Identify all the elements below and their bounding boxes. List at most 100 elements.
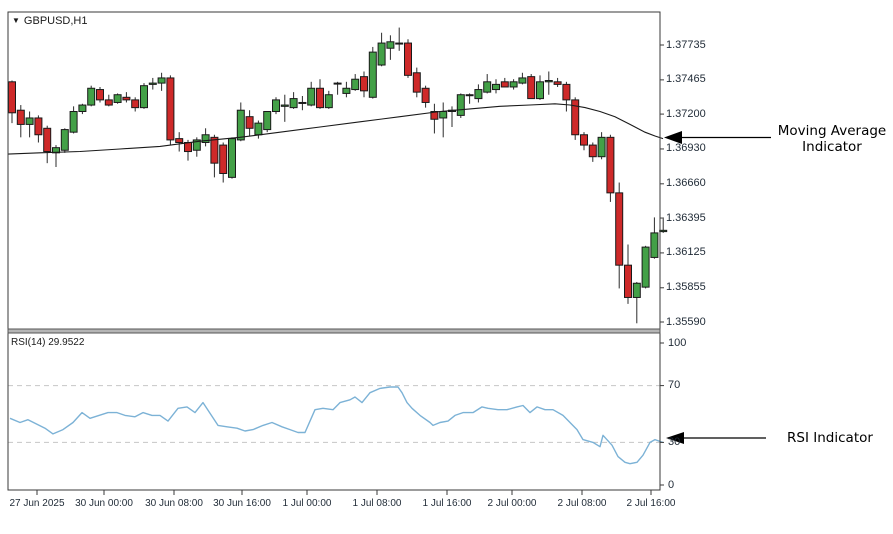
bear-candle-body: [210, 136, 219, 164]
bear-candle-body: [43, 127, 52, 153]
bull-candle-body: [597, 136, 606, 158]
time-axis-label: 30 Jun 00:00: [75, 498, 133, 509]
rsi-line: [9, 386, 664, 465]
bear-candle-body: [122, 96, 131, 101]
bull-candle-body: [236, 109, 245, 141]
bear-candle-body: [360, 76, 368, 92]
bull-candle-body: [78, 104, 87, 113]
ma-annotation-arrowhead-icon: [664, 131, 682, 144]
ma-annotation: Moving Average Indicator: [767, 123, 893, 155]
bull-candle-body: [25, 117, 34, 125]
bull-candle-body: [192, 139, 201, 151]
rsi-annotation: RSI Indicator: [765, 430, 893, 446]
bull-candle-body: [536, 81, 544, 100]
time-axis-label: 2 Jul 00:00: [487, 498, 537, 509]
ma-annotation-line1: Moving Average: [777, 123, 887, 139]
panel-separator[interactable]: [7, 328, 661, 334]
price-axis-label: 1.36930: [666, 142, 706, 155]
bull-candle-body: [518, 77, 527, 84]
symbol-timeframe-label: GBPUSD,H1: [23, 15, 88, 27]
bull-candle-body: [351, 78, 360, 91]
bull-candle-body: [298, 101, 307, 104]
bear-candle-body: [527, 76, 536, 100]
price-axis-label: 1.36125: [666, 246, 706, 259]
rsi-axis-scale[interactable]: 100 70 30 0: [668, 334, 708, 491]
bull-candle-body: [386, 41, 395, 49]
bear-candle-body: [588, 144, 597, 158]
bear-candle-body: [104, 99, 113, 106]
rsi-axis-label: 70: [668, 379, 681, 392]
rsi-axis-label: 0: [668, 478, 675, 491]
rsi-annotation-arrowhead-icon: [666, 432, 684, 444]
rsi-axis-label: 30: [668, 435, 681, 448]
bull-candle-body: [307, 87, 316, 106]
bear-candle-body: [421, 87, 430, 103]
bear-candle-body: [615, 192, 624, 266]
bull-candle-body: [465, 94, 474, 97]
bull-candle-body: [201, 134, 210, 143]
time-axis-label: 30 Jun 16:00: [213, 498, 271, 509]
bear-candle-body: [412, 72, 421, 93]
bull-candle-body: [148, 82, 157, 85]
price-axis-label: 1.36660: [666, 177, 706, 190]
rsi-annotation-label: RSI Indicator: [787, 430, 873, 446]
price-axis-label: 1.35590: [666, 315, 706, 328]
ma-annotation-line2: Indicator: [802, 139, 862, 155]
bull-candle-body: [509, 81, 518, 88]
time-axis-label: 1 Jul 08:00: [352, 498, 402, 509]
bull-candle-body: [263, 111, 272, 131]
bear-candle-body: [316, 87, 324, 109]
chart-frame: [7, 11, 661, 491]
bear-candle-body: [131, 99, 140, 109]
bear-candle-body: [562, 83, 571, 101]
time-axis-label: 2 Jul 08:00: [557, 498, 607, 509]
dropdown-arrow-icon: ▼: [12, 16, 20, 25]
bull-candle-body: [641, 246, 650, 288]
price-axis-label: 1.37200: [666, 107, 706, 120]
bull-candle-body: [157, 77, 166, 84]
time-axis-label: 30 Jun 08:00: [145, 498, 203, 509]
price-axis-label: 1.37465: [666, 73, 706, 86]
price-axis-label: 1.35855: [666, 281, 706, 294]
rsi-panel[interactable]: [8, 334, 660, 490]
bull-candle-body: [280, 104, 289, 107]
bear-candle-body: [34, 117, 43, 136]
bear-candle-body: [553, 81, 562, 85]
moving-average-line: [7, 103, 664, 155]
bull-candle-body: [492, 83, 500, 91]
bull-candle-body: [324, 94, 333, 109]
rsi-axis-label: 100: [668, 336, 687, 349]
bear-candle-body: [219, 144, 228, 174]
bull-candle-body: [113, 94, 122, 103]
time-axis-label: 1 Jul 00:00: [282, 498, 332, 509]
bull-candle-body: [474, 89, 483, 100]
bull-candle-body: [483, 81, 492, 93]
time-axis-label: 2 Jul 16:00: [626, 498, 676, 509]
price-axis-scale[interactable]: 1.37735 1.37465 1.37200 1.36930 1.36660 1.363…: [666, 12, 726, 330]
bear-candle-body: [606, 136, 615, 194]
bear-candle-body: [430, 111, 439, 120]
bear-candle-body: [404, 42, 412, 76]
bull-candle-body: [87, 87, 96, 106]
symbol-dropdown[interactable]: ▼ GBPUSD,H1: [12, 15, 88, 27]
price-chart-panel[interactable]: [8, 12, 660, 330]
candles-layer: [8, 27, 668, 324]
bull-candle-body: [289, 98, 298, 109]
bear-candle-body: [571, 99, 580, 136]
bull-candle-body: [333, 82, 342, 85]
bear-candle-body: [96, 89, 104, 101]
time-axis-scale[interactable]: 27 Jun 2025 30 Jun 00:00 30 Jun 08:00 30 Ju…: [0, 497, 720, 511]
price-axis-label: 1.36395: [666, 211, 706, 224]
bear-candle-body: [175, 138, 184, 143]
bull-candle-body: [456, 94, 465, 116]
bull-candle-body: [544, 80, 553, 83]
bull-candle-body: [368, 51, 377, 98]
bull-candle-body: [342, 87, 351, 94]
bear-candle-body: [624, 264, 632, 298]
bull-candle-body: [632, 282, 641, 298]
time-axis-label: 1 Jul 16:00: [422, 498, 472, 509]
bull-candle-body: [60, 129, 69, 151]
rsi-indicator-label: RSI(14) 29.9522: [11, 337, 85, 348]
